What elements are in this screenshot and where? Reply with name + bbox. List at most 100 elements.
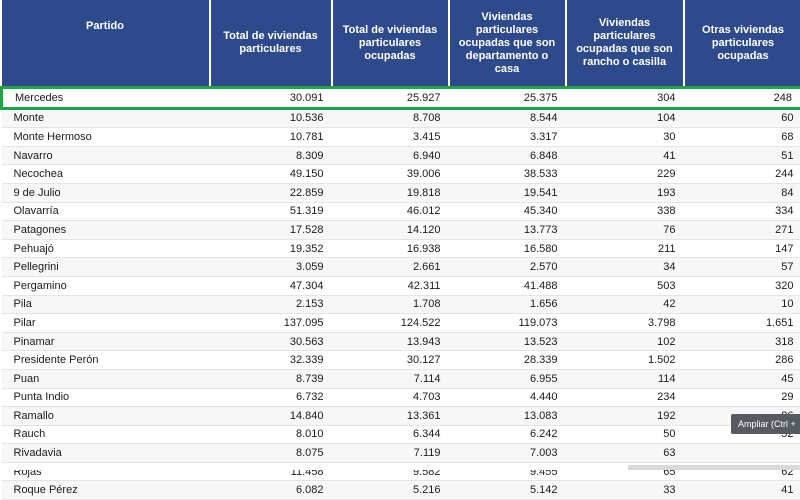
cell-value: 19.352 [210,239,332,258]
cell-partido: Pergamino [2,276,210,295]
cell-value: 28.339 [449,351,566,370]
cell-value: 1.502 [566,351,684,370]
cell-value: 2.570 [449,258,566,277]
cell-value: 5.216 [332,481,449,500]
cell-value: 47.304 [210,276,332,295]
header-departamento-casa: Viviendas particulares ocupadas que son … [449,0,566,88]
cell-value: 8.010 [210,425,332,444]
cell-value: 192 [566,407,684,426]
cell-value: 13.943 [332,332,449,351]
cell-value: 7.003 [449,444,566,463]
cell-partido: Monte [2,108,210,128]
cell-value: 46.012 [332,202,449,221]
cell-partido: Roque Pérez [2,481,210,500]
cell-value: 45 [684,369,800,388]
cell-value: 84 [684,183,800,202]
cell-value: 22.859 [210,183,332,202]
cell-value: 13.773 [449,221,566,240]
cell-value: 39.006 [332,165,449,184]
cell-value: 6.242 [449,425,566,444]
cell-value: 6.082 [210,481,332,500]
cell-value: 304 [566,88,684,109]
cell-partido: Patagones [2,221,210,240]
cell-value: 2.153 [210,295,332,314]
cell-value: 8.075 [210,444,332,463]
cell-value: 68 [684,128,800,147]
cell-value: 114 [566,369,684,388]
cell-partido: Puan [2,369,210,388]
cell-value: 4.703 [332,388,449,407]
cell-value: 248 [684,88,800,109]
cell-value [684,444,800,463]
cell-value: 271 [684,221,800,240]
cell-value: 137.095 [210,314,332,333]
cell-value: 50 [566,425,684,444]
cell-value: 334 [684,202,800,221]
cell-value: 102 [566,332,684,351]
cell-value: 119.073 [449,314,566,333]
cell-value: 1.656 [449,295,566,314]
cell-value: 2.661 [332,258,449,277]
cell-value: 338 [566,202,684,221]
cell-value: 6.940 [332,146,449,165]
cell-value: 17.528 [210,221,332,240]
cell-value: 34 [566,258,684,277]
cell-value: 3.317 [449,128,566,147]
cell-value: 16.938 [332,239,449,258]
cell-value: 14.840 [210,407,332,426]
cell-partido: Necochea [2,165,210,184]
cell-value: 41 [684,481,800,500]
cell-value: 60 [684,108,800,128]
cell-value: 25.375 [449,88,566,109]
cell-value: 5.142 [449,481,566,500]
cell-value: 193 [566,183,684,202]
cell-value: 51 [684,146,800,165]
cell-partido: Rauch [2,425,210,444]
cell-value: 8.309 [210,146,332,165]
cell-value: 4.440 [449,388,566,407]
cell-value: 147 [684,239,800,258]
cell-value: 320 [684,276,800,295]
cell-value: 57 [684,258,800,277]
cell-value: 51.319 [210,202,332,221]
cell-value: 42.311 [332,276,449,295]
cell-value: 19.541 [449,183,566,202]
cell-partido: Pinamar [2,332,210,351]
cell-value: 13.361 [332,407,449,426]
cell-partido: Punta Indio [2,388,210,407]
cell-value: 38.533 [449,165,566,184]
header-row: Partido Total de viviendas particulares … [2,0,800,88]
cell-value: 229 [566,165,684,184]
cell-value: 13.523 [449,332,566,351]
cell-value: 8.544 [449,108,566,128]
cell-value: 3.415 [332,128,449,147]
cell-value: 8.739 [210,369,332,388]
cell-partido: Pellegrini [2,258,210,277]
cell-value: 30.127 [332,351,449,370]
cell-value: 7.119 [332,444,449,463]
cell-value: 33 [566,481,684,500]
cell-partido: Mercedes [2,88,210,109]
cell-value: 1.651 [684,314,800,333]
cell-value: 211 [566,239,684,258]
cell-partido: Presidente Perón [2,351,210,370]
scrollbar-thumb[interactable] [628,465,800,470]
cell-partido: Pilar [2,314,210,333]
cell-value: 8.708 [332,108,449,128]
cell-partido: Monte Hermoso [2,128,210,147]
cell-partido: Pehuajó [2,239,210,258]
header-total-ocupadas: Total de viviendas particulares ocupadas [332,0,449,88]
